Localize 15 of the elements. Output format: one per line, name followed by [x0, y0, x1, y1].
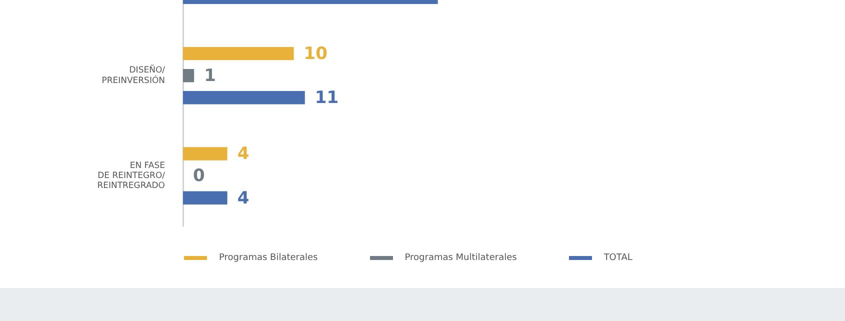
data-label: 10 — [304, 44, 328, 64]
legend-label: Programas Bilaterales — [219, 253, 318, 263]
y-tick-label: DISEÑO/ PREINVERSIÓN — [102, 64, 166, 86]
data-label: 0 — [193, 166, 205, 186]
data-label: 11 — [314, 88, 339, 108]
legend-label: TOTAL — [604, 253, 632, 263]
bar — [183, 46, 294, 60]
data-label: 4 — [237, 144, 250, 164]
bar — [183, 68, 194, 82]
y-tick-label: EN FASE DE REINTEGRO/ REINTREGRADO — [97, 160, 166, 192]
legend-label: Programas Multilaterales — [404, 253, 517, 263]
data-label: 1 — [204, 66, 216, 86]
data-label: 4 — [237, 188, 250, 208]
bar — [183, 191, 228, 204]
bar — [183, 147, 228, 160]
